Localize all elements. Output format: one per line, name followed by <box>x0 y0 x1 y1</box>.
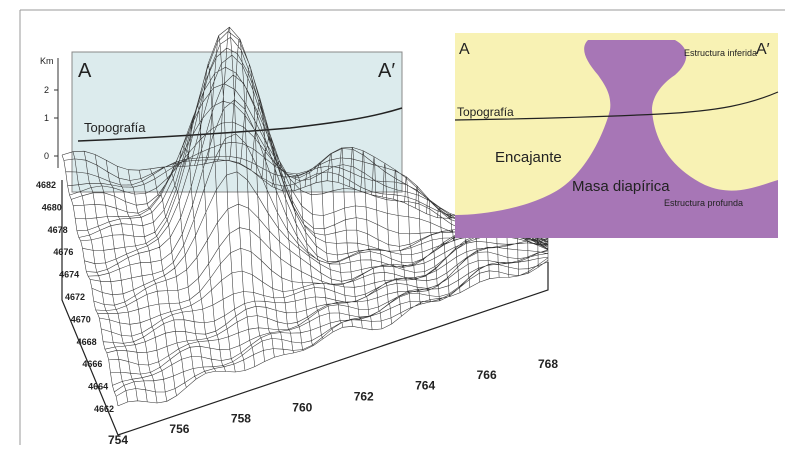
x-axis-label: 764 <box>415 379 435 393</box>
upper-structure-label: Estructura inferida <box>684 48 757 58</box>
block-diagram: 4682 4680 4678 4676 4674 4672 4670 4668 4666 4664… <box>36 26 558 447</box>
host-rock-label: Encajante <box>495 149 562 166</box>
y-axis-labels: 4682 4680 4678 4676 4674 4672 4670 4668 4666 4664… <box>36 180 114 414</box>
panel-label-a: A <box>459 41 470 58</box>
section-label-a-prime: A′ <box>378 60 395 82</box>
y-axis-label: 4674 <box>59 270 79 280</box>
y-axis-label: 4678 <box>48 225 68 235</box>
x-axis-label: 766 <box>477 368 497 382</box>
diapir-label: Masa diapírica <box>572 178 670 195</box>
panel-label-a-prime: A′ <box>756 41 770 58</box>
section-label-a: A <box>78 60 92 82</box>
interpretation-panel: A A′ Estructura inferida Topografía Enca… <box>454 33 779 238</box>
y-axis-label: 4664 <box>88 382 108 392</box>
interpretation-topography-label: Topografía <box>457 105 514 119</box>
x-axis-label: 754 <box>108 433 128 447</box>
deep-structure-label: Estructura profunda <box>664 198 743 208</box>
km-tick-label-0: 0 <box>44 151 49 161</box>
y-axis-label: 4662 <box>94 404 114 414</box>
x-axis-label: 758 <box>231 411 251 425</box>
km-unit-label: Km <box>40 56 54 66</box>
km-tick-label-1: 1 <box>44 113 49 123</box>
y-axis-label: 4672 <box>65 292 85 302</box>
x-axis-labels: 754 756 758 760 762 764 766 768 <box>108 357 558 447</box>
y-axis-label: 4676 <box>53 247 73 257</box>
block-outline <box>61 180 549 436</box>
y-axis-label: 4670 <box>71 314 91 324</box>
diapir-mass <box>455 40 778 238</box>
topography-line <box>77 107 403 142</box>
y-axis-label: 4682 <box>36 180 56 190</box>
interpretation-topography-line <box>454 91 779 121</box>
km-tick-label-2: 2 <box>44 85 49 95</box>
x-axis-label: 760 <box>292 400 312 414</box>
y-axis-label: 4680 <box>42 202 62 212</box>
topography-label: Topografía <box>84 120 146 135</box>
y-axis-label: 4668 <box>77 337 97 347</box>
x-axis-label: 762 <box>354 390 374 404</box>
y-axis-label: 4666 <box>82 359 102 369</box>
x-axis-label: 768 <box>538 357 558 371</box>
x-axis-label: 756 <box>169 422 189 436</box>
